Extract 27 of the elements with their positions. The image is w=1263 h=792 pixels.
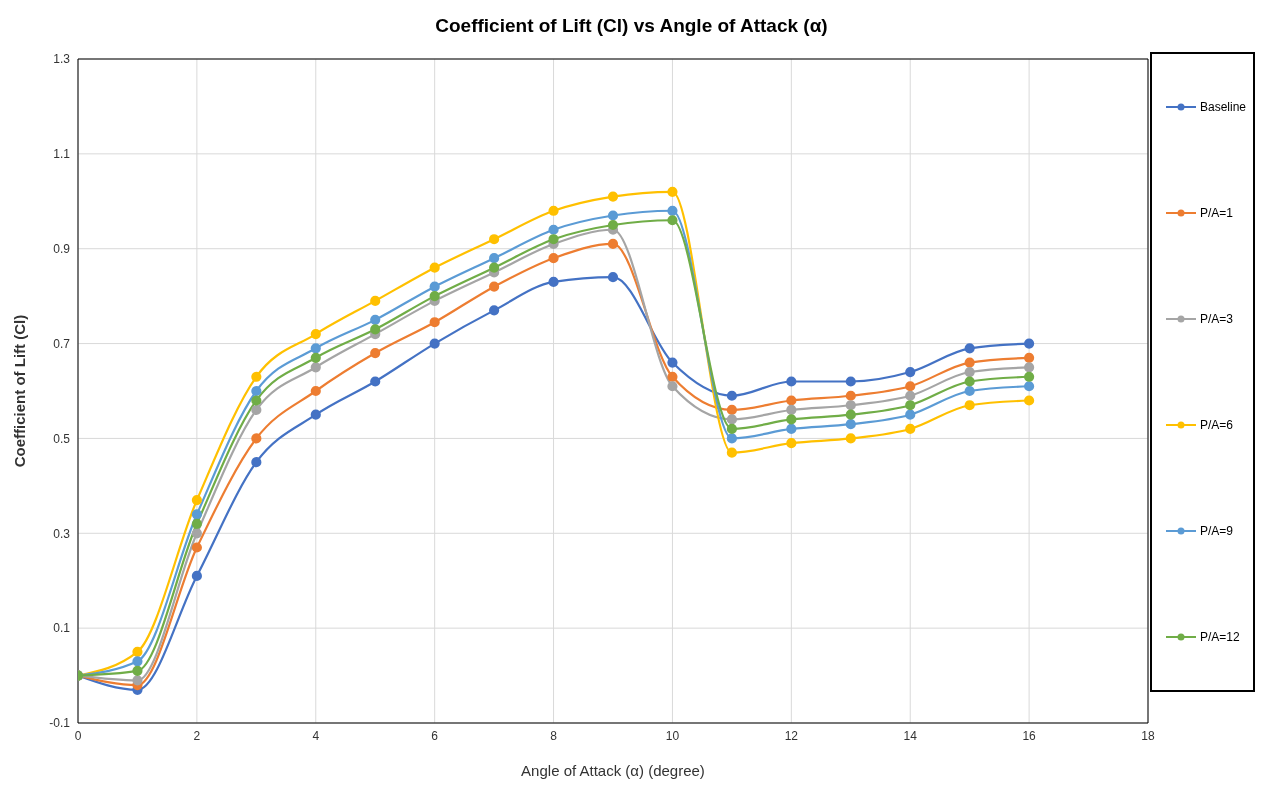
legend-label: P/A=6 (1200, 418, 1234, 432)
legend-label: P/A=1 (1200, 206, 1234, 220)
y-tick-label: 0.5 (53, 431, 71, 446)
y-tick-label: 0.7 (53, 336, 71, 351)
chart-title: Coefficient of Lift (Cl) vs Angle of Attack (α) (434, 14, 829, 38)
x-tick-label: 10 (665, 728, 680, 743)
x-tick-label: 8 (550, 728, 558, 743)
y-axis-title: Coefficient of Lift (Cl) (11, 314, 29, 468)
x-tick-label: 14 (903, 728, 918, 743)
legend-label: Baseline (1200, 100, 1247, 114)
y-tick-label: 1.1 (53, 147, 71, 162)
legend-label: P/A=9 (1200, 524, 1234, 538)
x-tick-label: 6 (431, 728, 439, 743)
y-tick-label: -0.1 (49, 716, 71, 731)
y-tick-label: 0.9 (53, 241, 71, 256)
x-tick-label: 0 (74, 728, 82, 743)
x-tick-label: 12 (784, 728, 799, 743)
x-tick-label: 18 (1141, 728, 1155, 743)
legend-label: P/A=3 (1200, 312, 1234, 326)
x-tick-label: 16 (1022, 728, 1037, 743)
legend-label: P/A=12 (1200, 630, 1240, 644)
y-tick-label: 0.1 (53, 621, 71, 636)
x-axis-title: Angle of Attack (α) (degree) (521, 761, 705, 779)
x-tick-label: 2 (193, 728, 201, 743)
y-tick-label: 1.3 (53, 52, 71, 67)
y-tick-label: 0.3 (53, 526, 71, 541)
x-tick-label: 4 (312, 728, 320, 743)
